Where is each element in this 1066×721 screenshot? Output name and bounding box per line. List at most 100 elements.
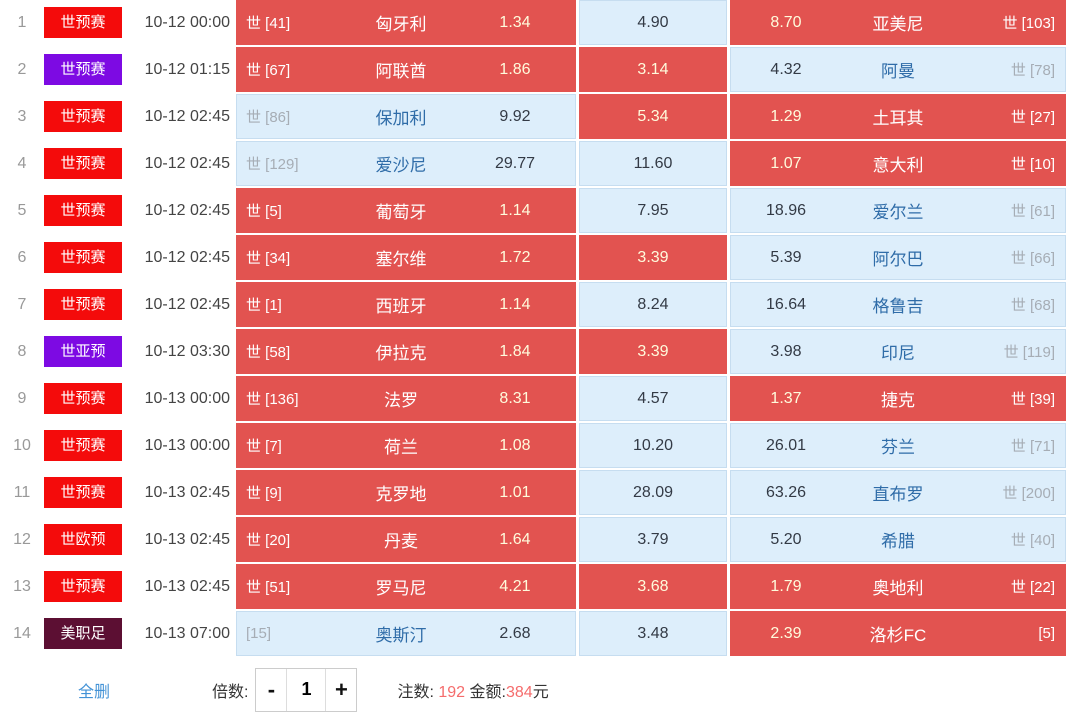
home-win-odds: 8.31 — [499, 389, 531, 407]
home-win-odds-cell[interactable]: 世 [129] 爱沙尼 29.77 — [236, 141, 576, 186]
home-win-odds-cell[interactable]: 世 [1] 西班牙 1.14 — [236, 282, 576, 327]
home-win-odds-cell[interactable]: 世 [20] 丹麦 1.64 — [236, 517, 576, 562]
home-team-rank: 世 [34] — [246, 250, 291, 267]
match-row: 12 世欧预 10-13 02:45 世 [20] 丹麦 1.64 3.79 5… — [0, 517, 1066, 562]
home-win-odds-cell[interactable]: 世 [67] 阿联酋 1.86 — [236, 47, 576, 92]
home-team-rank: 世 [58] — [246, 344, 291, 361]
away-team-rank: [5] — [1038, 625, 1055, 642]
away-win-odds-cell[interactable]: 2.39 洛杉FC [5] — [730, 611, 1066, 656]
home-win-odds-cell[interactable]: 世 [34] 塞尔维 1.72 — [236, 235, 576, 280]
draw-odds: 3.14 — [637, 60, 669, 78]
draw-odds-cell[interactable]: 11.60 — [579, 141, 727, 186]
draw-odds: 3.79 — [637, 530, 669, 548]
draw-odds-cell[interactable]: 28.09 — [579, 470, 727, 515]
draw-odds-cell[interactable]: 3.79 — [579, 517, 727, 562]
row-number: 10 — [13, 436, 31, 454]
multiplier-value[interactable]: 1 — [286, 668, 327, 711]
away-team-rank: 世 [39] — [1010, 391, 1055, 408]
away-win-odds-cell[interactable]: 63.26 直布罗 世 [200] — [730, 470, 1066, 515]
league-badge-wrap: 世预赛 — [44, 0, 122, 45]
draw-odds-cell[interactable]: 3.68 — [579, 564, 727, 609]
home-win-odds-cell[interactable]: 世 [58] 伊拉克 1.84 — [236, 329, 576, 374]
home-team-name: 罗马尼 — [375, 579, 427, 598]
match-row: 7 世预赛 10-12 02:45 世 [1] 西班牙 1.14 8.24 16… — [0, 282, 1066, 327]
home-win-odds-cell[interactable]: [15] 奥斯汀 2.68 — [236, 611, 576, 656]
away-win-odds-cell[interactable]: 18.96 爱尔兰 世 [61] — [730, 188, 1066, 233]
multiplier-decrease-button[interactable]: - — [267, 676, 276, 702]
away-team-rank: 世 [10] — [1010, 156, 1055, 173]
away-team-name: 希腊 — [881, 532, 915, 551]
draw-odds-cell[interactable]: 8.24 — [579, 282, 727, 327]
league-badge: 世预赛 — [44, 430, 122, 461]
draw-odds: 7.95 — [637, 201, 669, 219]
away-win-odds-cell[interactable]: 5.39 阿尔巴 世 [66] — [730, 235, 1066, 280]
draw-odds-cell[interactable]: 3.14 — [579, 47, 727, 92]
draw-odds: 4.90 — [637, 13, 669, 31]
home-win-odds: 1.01 — [499, 483, 531, 501]
away-team-name: 直布罗 — [872, 485, 924, 504]
away-win-odds-cell[interactable]: 1.37 捷克 世 [39] — [730, 376, 1066, 421]
draw-odds-cell[interactable]: 4.57 — [579, 376, 727, 421]
delete-all-link[interactable]: 全删 — [78, 683, 111, 701]
away-win-odds: 3.98 — [770, 342, 802, 360]
home-win-odds-cell[interactable]: 世 [5] 葡萄牙 1.14 — [236, 188, 576, 233]
away-team-name: 阿尔巴 — [872, 250, 924, 269]
draw-odds-cell[interactable]: 3.48 — [579, 611, 727, 656]
draw-odds-cell[interactable]: 3.39 — [579, 235, 727, 280]
home-team-name: 丹麦 — [384, 532, 418, 551]
away-team-rank: 世 [27] — [1010, 109, 1055, 126]
away-win-odds-cell[interactable]: 8.70 亚美尼 世 [103] — [730, 0, 1066, 45]
league-badge-wrap: 世预赛 — [44, 235, 122, 280]
match-row: 4 世预赛 10-12 02:45 世 [129] 爱沙尼 29.77 11.6… — [0, 141, 1066, 186]
away-win-odds-cell[interactable]: 3.98 印尼 世 [119] — [730, 329, 1066, 374]
away-win-odds-cell[interactable]: 1.79 奥地利 世 [22] — [730, 564, 1066, 609]
away-win-odds: 1.79 — [770, 577, 802, 595]
away-win-odds-cell[interactable]: 5.20 希腊 世 [40] — [730, 517, 1066, 562]
away-win-odds-cell[interactable]: 1.29 土耳其 世 [27] — [730, 94, 1066, 139]
draw-odds-cell[interactable]: 3.39 — [579, 329, 727, 374]
away-win-odds-cell[interactable]: 4.32 阿曼 世 [78] — [730, 47, 1066, 92]
home-team-rank: 世 [51] — [246, 579, 291, 596]
draw-odds-cell[interactable]: 4.90 — [579, 0, 727, 45]
home-win-odds-cell[interactable]: 世 [41] 匈牙利 1.34 — [236, 0, 576, 45]
league-badge-wrap: 世预赛 — [44, 94, 122, 139]
match-time: 10-13 00:00 — [144, 389, 230, 407]
match-time: 10-12 01:15 — [144, 60, 230, 78]
home-win-odds-cell[interactable]: 世 [86] 保加利 9.92 — [236, 94, 576, 139]
draw-odds-cell[interactable]: 7.95 — [579, 188, 727, 233]
league-badge: 世亚预 — [44, 336, 122, 367]
draw-odds: 5.34 — [637, 107, 669, 125]
home-win-odds-cell[interactable]: 世 [9] 克罗地 1.01 — [236, 470, 576, 515]
home-team-name: 阿联酋 — [375, 62, 427, 81]
draw-odds-cell[interactable]: 5.34 — [579, 94, 727, 139]
draw-odds: 10.20 — [632, 436, 674, 454]
league-badge-wrap: 世预赛 — [44, 188, 122, 233]
home-win-odds-cell[interactable]: 世 [51] 罗马尼 4.21 — [236, 564, 576, 609]
league-badge-wrap: 世预赛 — [44, 376, 122, 421]
amount-unit: 元 — [532, 683, 549, 701]
match-time: 10-13 02:45 — [144, 483, 230, 501]
row-number: 5 — [17, 201, 27, 219]
home-team-name: 葡萄牙 — [375, 203, 427, 222]
away-team-rank: 世 [200] — [1002, 485, 1055, 502]
home-win-odds-cell[interactable]: 世 [136] 法罗 8.31 — [236, 376, 576, 421]
match-time: 10-13 02:45 — [144, 577, 230, 595]
away-win-odds-cell[interactable]: 26.01 芬兰 世 [71] — [730, 423, 1066, 468]
league-badge-wrap: 世欧预 — [44, 517, 122, 562]
match-row: 6 世预赛 10-12 02:45 世 [34] 塞尔维 1.72 3.39 5… — [0, 235, 1066, 280]
multiplier-increase-button[interactable]: + — [335, 676, 348, 702]
home-win-odds: 1.84 — [499, 342, 531, 360]
away-win-odds: 5.20 — [770, 530, 802, 548]
away-win-odds-cell[interactable]: 1.07 意大利 世 [10] — [730, 141, 1066, 186]
home-team-rank: 世 [86] — [246, 109, 291, 126]
league-badge-wrap: 世预赛 — [44, 564, 122, 609]
away-team-rank: 世 [71] — [1010, 438, 1055, 455]
home-team-rank: 世 [129] — [246, 156, 299, 173]
home-win-odds-cell[interactable]: 世 [7] 荷兰 1.08 — [236, 423, 576, 468]
league-badge: 世预赛 — [44, 54, 122, 85]
draw-odds-cell[interactable]: 10.20 — [579, 423, 727, 468]
home-team-name: 匈牙利 — [375, 15, 427, 34]
away-team-name: 阿曼 — [881, 62, 915, 81]
away-win-odds-cell[interactable]: 16.64 格鲁吉 世 [68] — [730, 282, 1066, 327]
